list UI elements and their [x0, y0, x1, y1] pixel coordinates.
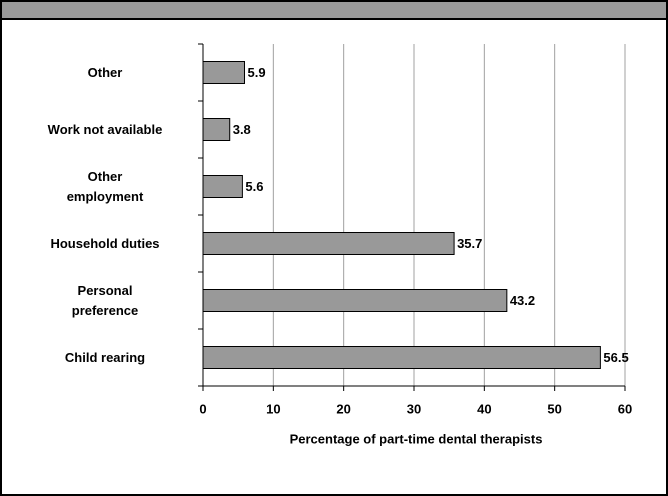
bar — [202, 289, 508, 312]
x-axis-label: Percentage of part-time dental therapist… — [290, 431, 543, 446]
value-label: 5.9 — [247, 65, 265, 80]
bar — [202, 118, 231, 141]
x-tick-label: 0 — [199, 401, 206, 416]
x-tick-label: 40 — [477, 401, 491, 416]
x-tick-label: 20 — [336, 401, 350, 416]
value-label: 5.6 — [245, 179, 263, 194]
y-tick-label: Personal preference — [71, 282, 139, 318]
bar — [202, 61, 245, 84]
y-tick-label: Other employment — [66, 168, 144, 204]
x-tick-label: 60 — [618, 401, 632, 416]
y-tick-label: Work not available — [47, 121, 163, 137]
bar — [202, 346, 601, 369]
y-tick-label: Other — [87, 64, 123, 80]
value-label: 43.2 — [510, 293, 535, 308]
header-band — [2, 2, 666, 20]
value-label: 35.7 — [457, 236, 482, 251]
x-tick-label: 10 — [266, 401, 280, 416]
bar — [202, 232, 455, 255]
bar — [202, 175, 243, 198]
value-label: 56.5 — [603, 350, 628, 365]
value-label: 3.8 — [233, 122, 251, 137]
x-tick-label: 30 — [407, 401, 421, 416]
y-tick-label: Household duties — [50, 235, 160, 251]
x-tick-label: 50 — [547, 401, 561, 416]
y-tick-label: Child rearing — [64, 349, 146, 365]
